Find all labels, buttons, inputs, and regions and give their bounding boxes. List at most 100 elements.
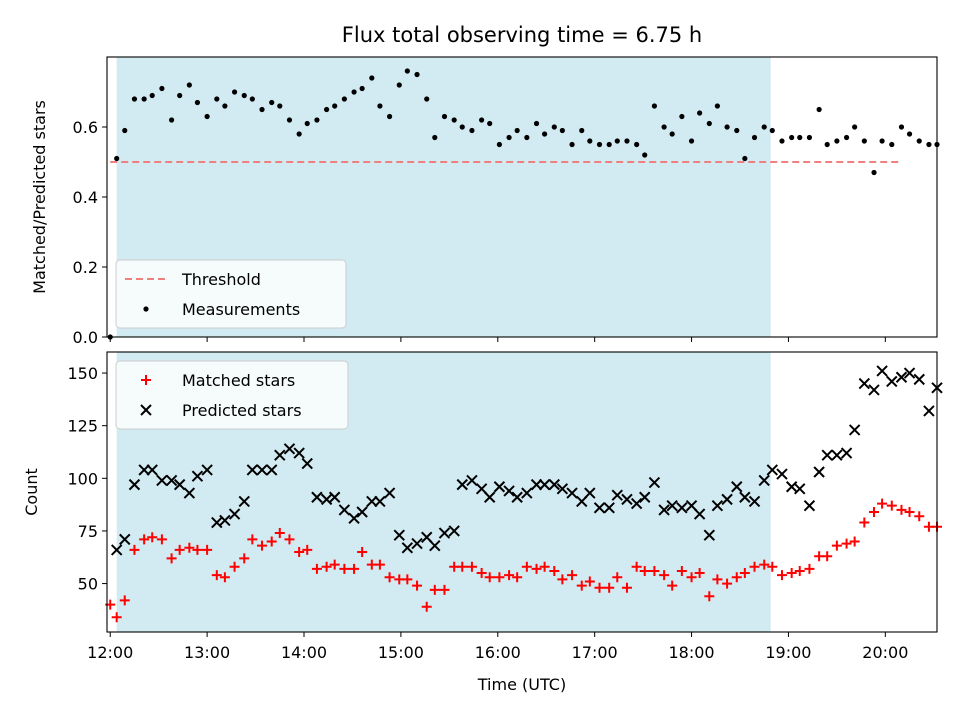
data-point: [642, 152, 648, 158]
data-point: [848, 424, 861, 436]
legend-box: [115, 360, 349, 430]
data-point: [496, 141, 502, 148]
legend: Matched stars Predicted stars: [115, 360, 349, 430]
data-point: [301, 457, 313, 470]
data-point: [868, 384, 880, 396]
data-point: [412, 580, 423, 591]
axes-frame: [106, 351, 938, 633]
data-point: [886, 375, 898, 388]
x-tick-label: 17:00: [572, 643, 618, 662]
data-point: [849, 536, 860, 547]
series-measurements: [107, 68, 940, 340]
chart-title: Flux total observing time = 6.75 h: [342, 23, 702, 47]
data-point: [631, 561, 642, 572]
data-point: [204, 113, 210, 120]
data-point: [612, 572, 623, 583]
data-point: [611, 489, 623, 501]
data-point: [761, 124, 767, 130]
data-point: [542, 131, 548, 137]
data-point: [840, 447, 853, 459]
data-point: [111, 612, 122, 623]
data-point: [339, 563, 350, 574]
data-point: [521, 487, 533, 499]
data-point: [466, 561, 477, 572]
data-point: [231, 89, 238, 95]
data-point: [451, 117, 457, 123]
data-point: [724, 124, 730, 130]
data-point: [311, 491, 323, 503]
data-point: [294, 547, 305, 557]
data-point: [852, 124, 858, 130]
data-point: [831, 540, 842, 551]
data-point: [676, 502, 688, 514]
data-point: [494, 572, 505, 583]
data-point: [769, 127, 775, 134]
data-point: [448, 525, 460, 537]
data-point: [649, 565, 660, 576]
data-point: [614, 138, 620, 144]
data-point: [869, 507, 880, 517]
data-point: [214, 96, 220, 102]
data-point: [348, 512, 360, 525]
data-point: [524, 134, 530, 141]
data-point: [314, 117, 320, 123]
data-point: [714, 103, 720, 109]
data-point: [228, 508, 241, 520]
y-tick-label: 0.0: [73, 328, 98, 347]
data-point: [514, 127, 520, 134]
data-point: [456, 478, 468, 491]
data-point: [438, 527, 451, 539]
data-point: [916, 138, 922, 144]
data-point: [576, 580, 587, 591]
data-point: [114, 155, 120, 162]
data-point: [201, 464, 213, 476]
data-point: [484, 572, 495, 583]
data-point: [634, 141, 640, 148]
data-point: [168, 117, 175, 123]
series-matched-stars: [105, 498, 942, 623]
data-point: [758, 474, 770, 487]
data-point: [129, 544, 140, 555]
data-point: [548, 478, 561, 491]
data-point: [131, 96, 138, 102]
data-point: [843, 134, 850, 141]
data-point: [624, 138, 630, 144]
data-point: [889, 141, 895, 148]
data-point: [706, 120, 712, 127]
data-point: [424, 96, 430, 102]
data-point: [421, 601, 432, 612]
data-point: [666, 499, 678, 512]
data-point: [219, 572, 230, 583]
legend: Threshold Measurements: [115, 259, 347, 329]
y-tick-label: 75: [78, 522, 98, 541]
data-point: [731, 481, 743, 493]
x-tick-label: 16:00: [475, 643, 521, 662]
data-point: [834, 138, 840, 144]
data-point: [284, 534, 295, 545]
data-point: [886, 500, 897, 511]
legend-predicted-swatch: [140, 404, 152, 416]
data-point: [786, 568, 797, 579]
data-point: [521, 561, 532, 572]
data-point: [841, 538, 852, 549]
data-point: [266, 464, 278, 476]
data-point: [533, 120, 540, 127]
legend-label: Threshold: [181, 270, 261, 289]
data-point: [898, 124, 905, 130]
data-point: [259, 106, 265, 113]
top-y-axis-label: Matched/Predicted stars: [30, 100, 49, 294]
data-point: [871, 169, 877, 176]
data-point: [159, 85, 165, 92]
data-point: [384, 572, 395, 583]
data-point: [630, 497, 643, 510]
data-point: [173, 478, 186, 491]
data-point: [302, 544, 313, 555]
data-point: [328, 491, 341, 503]
data-point: [174, 544, 185, 555]
data-point: [711, 499, 724, 512]
data-point: [119, 595, 130, 606]
data-point: [686, 572, 697, 583]
data-point: [402, 574, 413, 585]
data-point: [895, 371, 908, 383]
